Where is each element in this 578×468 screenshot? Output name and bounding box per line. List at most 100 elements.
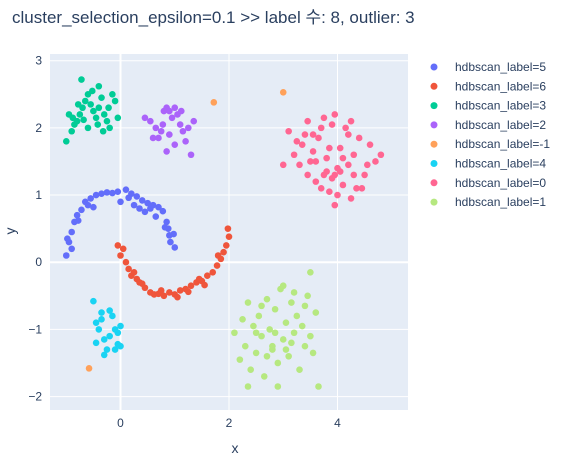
data-point: [258, 332, 265, 340]
data-point: [177, 107, 185, 115]
y-tick-label: −2: [28, 390, 42, 404]
data-point: [74, 217, 82, 224]
data-point: [309, 131, 317, 138]
data-point: [269, 342, 276, 350]
legend-label: hdbscan_label=-1: [455, 137, 550, 151]
legend-label: hdbscan_label=4: [455, 157, 546, 171]
data-point: [100, 336, 108, 343]
data-point: [98, 190, 105, 198]
data-point: [149, 134, 157, 142]
data-point: [347, 195, 355, 202]
data-point: [285, 127, 292, 135]
data-point: [317, 124, 325, 132]
data-point: [147, 117, 154, 125]
data-point: [222, 242, 230, 249]
legend-marker: [430, 102, 438, 110]
data-point: [347, 117, 355, 125]
data-point: [68, 245, 75, 253]
y-tick-label: 1: [35, 188, 42, 202]
data-point: [260, 373, 268, 380]
data-point: [152, 213, 160, 220]
legend-label: hdbscan_label=1: [455, 195, 546, 209]
data-point: [68, 127, 75, 135]
data-point: [350, 171, 358, 179]
data-point: [187, 282, 195, 290]
legend-marker: [430, 82, 438, 90]
data-point: [290, 151, 298, 159]
data-point: [78, 76, 85, 83]
data-point: [166, 131, 173, 138]
data-point: [141, 114, 149, 122]
data-point: [307, 269, 314, 276]
data-point: [285, 352, 292, 360]
chart-title: cluster_selection_epsilon=0.1 >> label 수…: [12, 8, 415, 27]
legend-marker: [430, 198, 438, 206]
data-point: [301, 131, 309, 138]
data-point: [336, 144, 344, 152]
data-point: [239, 316, 246, 323]
data-point: [350, 151, 358, 159]
data-point: [176, 287, 184, 294]
x-axis-label: x: [232, 440, 239, 456]
data-point: [130, 201, 138, 209]
data-point: [89, 87, 96, 95]
data-point: [224, 225, 232, 232]
data-point: [336, 168, 344, 175]
data-point: [176, 121, 184, 128]
data-point: [290, 289, 298, 296]
data-point: [166, 289, 173, 296]
data-point: [99, 127, 107, 135]
legend-marker: [430, 160, 438, 167]
data-point: [279, 336, 287, 343]
data-point: [220, 248, 227, 256]
data-point: [282, 319, 290, 326]
data-point: [98, 309, 105, 316]
data-point: [144, 199, 151, 207]
data-point: [92, 319, 100, 326]
data-point: [157, 287, 165, 294]
data-point: [214, 252, 222, 259]
data-point: [293, 138, 301, 145]
data-point: [76, 111, 84, 118]
data-point: [279, 161, 287, 169]
data-point: [133, 193, 141, 200]
data-point: [307, 158, 314, 165]
data-point: [141, 208, 149, 216]
data-point: [358, 185, 366, 192]
data-point: [317, 185, 325, 192]
data-point: [190, 117, 198, 125]
data-point: [364, 161, 371, 169]
data-point: [171, 104, 179, 112]
data-point: [80, 116, 87, 124]
data-point: [90, 107, 97, 115]
series-7: [231, 269, 322, 390]
data-point: [81, 97, 89, 105]
data-point: [62, 252, 70, 259]
data-point: [95, 326, 103, 333]
data-point: [304, 292, 311, 300]
data-point: [95, 82, 103, 90]
data-point: [187, 151, 195, 159]
data-point: [85, 365, 93, 372]
data-point: [109, 189, 116, 197]
legend-label: hdbscan_label=5: [455, 60, 546, 74]
data-point: [163, 148, 170, 155]
data-point: [92, 191, 100, 199]
data-point: [114, 114, 122, 122]
data-point: [138, 197, 146, 204]
series-2: [62, 76, 122, 145]
data-point: [111, 97, 119, 105]
data-point: [312, 178, 320, 185]
data-point: [372, 158, 379, 165]
data-point: [377, 151, 385, 159]
data-point: [293, 312, 301, 320]
data-point: [109, 312, 116, 320]
data-point: [90, 203, 97, 211]
x-tick-label: 4: [334, 416, 341, 430]
data-point: [312, 309, 320, 316]
legend-marker: [430, 121, 438, 129]
data-point: [204, 272, 211, 279]
data-point: [334, 191, 341, 199]
data-point: [353, 185, 360, 192]
